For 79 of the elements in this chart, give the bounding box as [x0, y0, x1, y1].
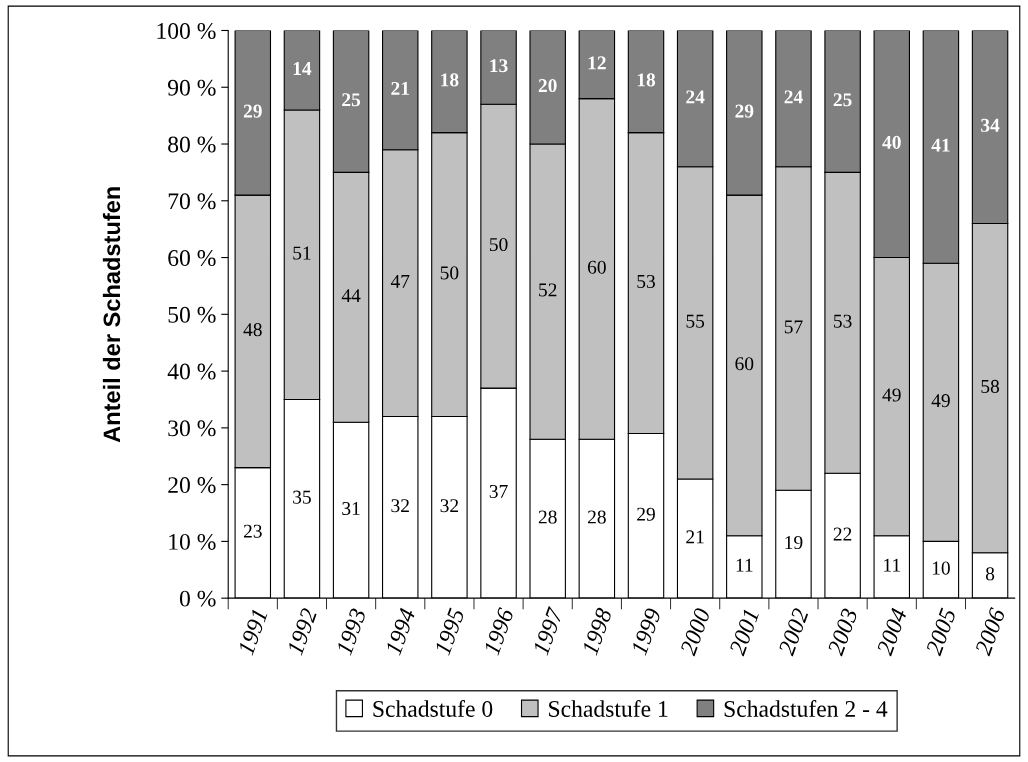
y-tick-label: 0 %	[179, 590, 216, 607]
data-label: 11	[884, 558, 900, 572]
data-label: 28	[587, 510, 606, 524]
x-tick-label: 1997	[532, 606, 564, 656]
data-label: 51	[293, 246, 311, 260]
data-label: 21	[391, 81, 409, 95]
data-label: 32	[440, 499, 459, 513]
data-label: 52	[539, 283, 557, 297]
y-axis-title: Anteil der Schadstufen	[102, 187, 121, 443]
data-label: 47	[390, 274, 410, 288]
legend-label: Schadstufen 2 - 4	[724, 700, 888, 717]
data-label: 24	[784, 90, 803, 104]
data-label: 31	[342, 501, 360, 516]
data-label: 40	[882, 135, 901, 149]
data-label: 37	[489, 484, 508, 499]
data-label: 60	[587, 260, 606, 274]
data-label: 8	[985, 567, 995, 581]
data-label: 58	[981, 379, 1000, 393]
data-label: 57	[784, 320, 803, 334]
y-tick-label: 10 %	[169, 533, 216, 550]
y-tick-label: 70 %	[168, 193, 216, 210]
x-tick-label: 1994	[385, 607, 416, 656]
data-label: 48	[243, 323, 262, 337]
data-label: 25	[833, 93, 852, 107]
x-tick-label: 1998	[581, 606, 613, 656]
data-label: 14	[293, 62, 312, 75]
x-tick-label: 2005	[925, 607, 957, 657]
data-label: 24	[686, 90, 705, 104]
data-label: 18	[637, 73, 656, 87]
data-label: 49	[882, 388, 901, 402]
x-tick-label: 2003	[827, 607, 858, 657]
y-tick-label: 30 %	[168, 420, 216, 437]
data-label: 55	[686, 314, 705, 328]
legend-label: Schadstufe 0	[373, 700, 493, 717]
x-tick-label: 1995	[434, 607, 465, 656]
data-label: 29	[243, 104, 262, 118]
x-tick-label: 2000	[679, 607, 711, 657]
data-label: 21	[686, 530, 704, 544]
x-tick-label: 1996	[483, 606, 515, 656]
x-tick-label: 2002	[777, 607, 809, 657]
x-tick-label: 2004	[876, 607, 908, 657]
data-label: 29	[637, 507, 655, 521]
data-label: 25	[342, 93, 361, 107]
data-label: 28	[538, 510, 557, 524]
data-label: 10	[932, 561, 950, 575]
data-label: 11	[736, 558, 753, 572]
data-label: 49	[931, 394, 950, 408]
data-label: 41	[931, 138, 950, 152]
data-label: 53	[834, 314, 852, 328]
data-label: 23	[243, 524, 262, 538]
x-tick-label: 1991	[237, 609, 268, 656]
y-tick-label: 50 %	[168, 306, 216, 323]
data-label: 22	[833, 527, 852, 541]
data-label: 34	[981, 118, 1000, 132]
data-label: 50	[489, 237, 508, 252]
data-label: 29	[735, 104, 754, 118]
data-label: 20	[538, 78, 557, 93]
data-label: 18	[441, 73, 459, 87]
y-tick-label: 80 %	[168, 136, 216, 153]
data-label: 12	[588, 56, 606, 70]
y-tick-label: 40 %	[167, 363, 216, 380]
x-tick-label: 1993	[335, 607, 367, 656]
x-tick-label: 2001	[728, 609, 760, 657]
y-tick-label: 20 %	[168, 477, 216, 494]
data-label: 50	[440, 266, 459, 280]
legend-label: Schadstufe 1	[549, 700, 668, 717]
x-tick-label: 2006	[974, 606, 1006, 657]
data-label: 53	[637, 274, 655, 288]
data-label: 60	[735, 357, 754, 371]
data-label: 35	[293, 490, 311, 504]
x-tick-label: 1992	[286, 607, 318, 656]
data-label: 13	[490, 59, 508, 73]
data-label: 44	[341, 289, 361, 302]
data-label: 32	[391, 499, 409, 513]
y-tick-label: 90 %	[167, 79, 216, 96]
x-tick-label: 1999	[630, 607, 662, 656]
y-tick-label: 60 %	[168, 250, 216, 267]
data-label: 19	[785, 536, 803, 550]
y-tick-label: 100 %	[157, 22, 216, 39]
